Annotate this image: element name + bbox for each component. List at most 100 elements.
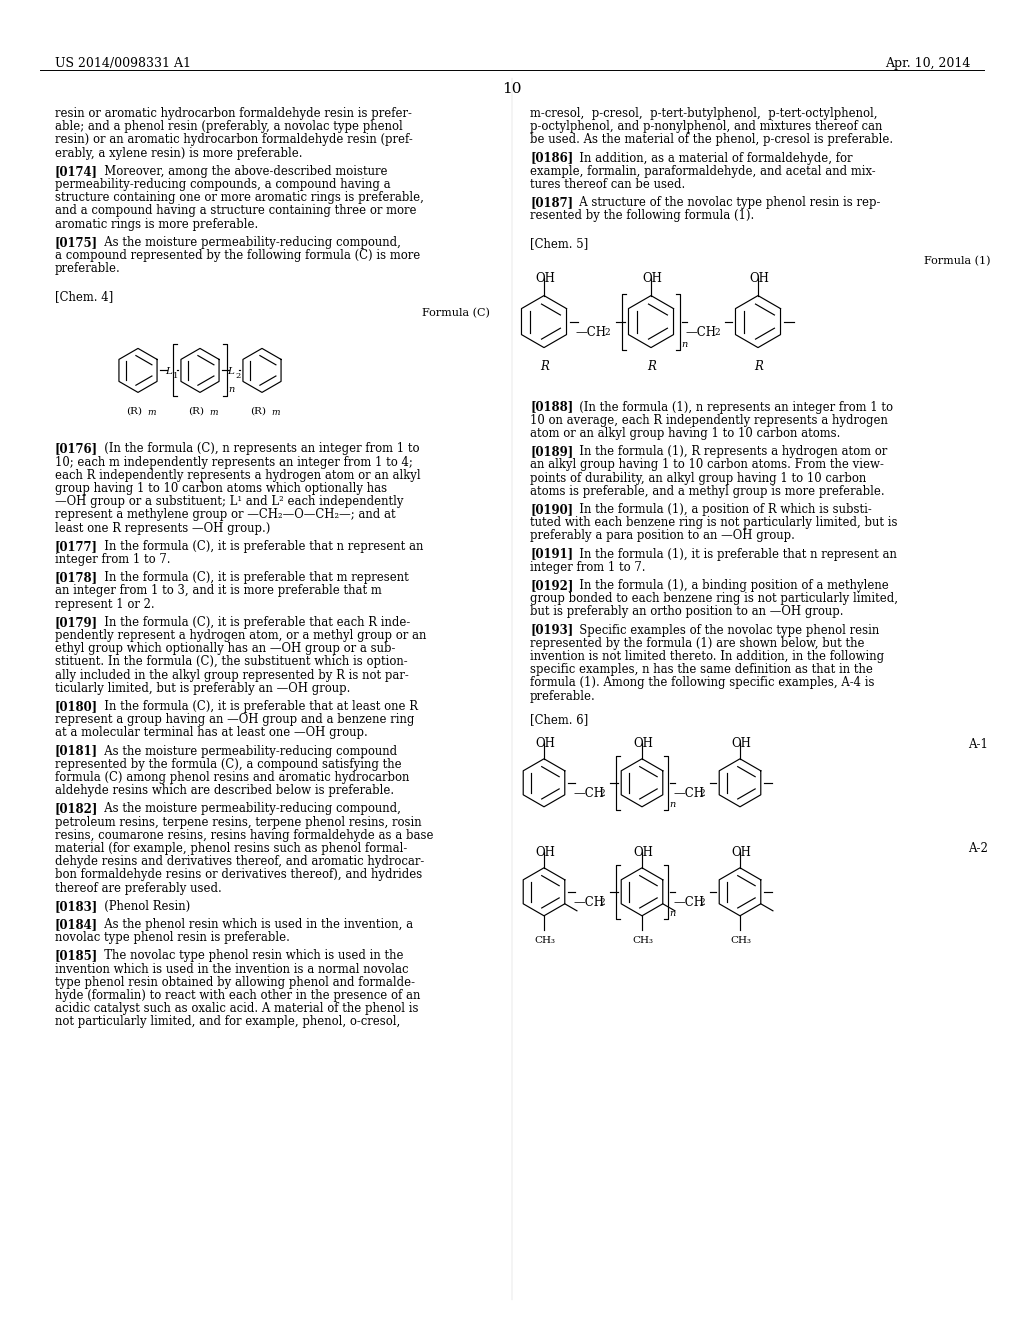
Text: In the formula (C), it is preferable that at least one R: In the formula (C), it is preferable tha… [93, 700, 418, 713]
Text: [0175]: [0175] [55, 236, 98, 248]
Text: —CH: —CH [685, 326, 716, 339]
Text: [0176]: [0176] [55, 442, 98, 455]
Text: erably, a xylene resin) is more preferable.: erably, a xylene resin) is more preferab… [55, 147, 302, 160]
Text: resin or aromatic hydrocarbon formaldehyde resin is prefer-: resin or aromatic hydrocarbon formaldehy… [55, 107, 412, 120]
Text: OH: OH [731, 737, 751, 750]
Text: an alkyl group having 1 to 10 carbon atoms. From the view-: an alkyl group having 1 to 10 carbon ato… [530, 458, 884, 471]
Text: Specific examples of the novolac type phenol resin: Specific examples of the novolac type ph… [568, 623, 880, 636]
Text: resin) or an aromatic hydrocarbon formaldehyde resin (pref-: resin) or an aromatic hydrocarbon formal… [55, 133, 413, 147]
Text: [0190]: [0190] [530, 503, 573, 516]
Text: [0182]: [0182] [55, 803, 98, 816]
Text: m-cresol,  p-cresol,  p-tert-butylphenol,  p-tert-octylphenol,: m-cresol, p-cresol, p-tert-butylphenol, … [530, 107, 878, 120]
Text: 2: 2 [599, 789, 604, 797]
Text: (Phenol Resin): (Phenol Resin) [93, 900, 190, 913]
Text: represented by the formula (C), a compound satisfying the: represented by the formula (C), a compou… [55, 758, 401, 771]
Text: represent 1 or 2.: represent 1 or 2. [55, 598, 155, 611]
Text: formula (1). Among the following specific examples, A-4 is: formula (1). Among the following specifi… [530, 676, 874, 689]
Text: —CH: —CH [573, 896, 604, 908]
Text: integer from 1 to 7.: integer from 1 to 7. [530, 561, 645, 574]
Text: represent a methylene group or —CH₂—O—CH₂—; and at: represent a methylene group or —CH₂—O—CH… [55, 508, 395, 521]
Text: represent a group having an —OH group and a benzene ring: represent a group having an —OH group an… [55, 713, 415, 726]
Text: L: L [165, 367, 172, 376]
Text: structure containing one or more aromatic rings is preferable,: structure containing one or more aromati… [55, 191, 424, 205]
Text: material (for example, phenol resins such as phenol formal-: material (for example, phenol resins suc… [55, 842, 408, 855]
Text: R: R [540, 359, 549, 372]
Text: ethyl group which optionally has an —OH group or a sub-: ethyl group which optionally has an —OH … [55, 643, 395, 655]
Text: (In the formula (1), n represents an integer from 1 to: (In the formula (1), n represents an int… [568, 400, 893, 413]
Text: (R): (R) [250, 407, 266, 416]
Text: tures thereof can be used.: tures thereof can be used. [530, 178, 685, 191]
Text: m: m [147, 408, 156, 417]
Text: m: m [271, 408, 280, 417]
Text: atom or an alkyl group having 1 to 10 carbon atoms.: atom or an alkyl group having 1 to 10 ca… [530, 426, 841, 440]
Text: tuted with each benzene ring is not particularly limited, but is: tuted with each benzene ring is not part… [530, 516, 897, 529]
Text: A-2: A-2 [968, 842, 988, 855]
Text: ally included in the alkyl group represented by R is not par-: ally included in the alkyl group represe… [55, 669, 409, 681]
Text: aldehyde resins which are described below is preferable.: aldehyde resins which are described belo… [55, 784, 394, 797]
Text: integer from 1 to 7.: integer from 1 to 7. [55, 553, 171, 566]
Text: [0183]: [0183] [55, 900, 98, 913]
Text: n: n [228, 385, 234, 395]
Text: OH: OH [633, 737, 653, 750]
Text: [0181]: [0181] [55, 744, 98, 758]
Text: n: n [669, 908, 675, 917]
Text: not particularly limited, and for example, phenol, o-cresol,: not particularly limited, and for exampl… [55, 1015, 400, 1028]
Text: In the formula (C), it is preferable that each R inde-: In the formula (C), it is preferable tha… [93, 616, 411, 628]
Text: but is preferably an ortho position to an —OH group.: but is preferably an ortho position to a… [530, 606, 844, 618]
Text: 2: 2 [699, 789, 705, 797]
Text: atoms is preferable, and a methyl group is more preferable.: atoms is preferable, and a methyl group … [530, 484, 885, 498]
Text: bon formaldehyde resins or derivatives thereof), and hydrides: bon formaldehyde resins or derivatives t… [55, 869, 422, 882]
Text: [0179]: [0179] [55, 616, 98, 628]
Text: [Chem. 4]: [Chem. 4] [55, 290, 114, 304]
Text: CH₃: CH₃ [534, 936, 555, 945]
Text: Apr. 10, 2014: Apr. 10, 2014 [885, 57, 970, 70]
Text: OH: OH [535, 737, 555, 750]
Text: example, formalin, paraformaldehyde, and acetal and mix-: example, formalin, paraformaldehyde, and… [530, 165, 876, 178]
Text: —CH: —CH [673, 787, 705, 800]
Text: least one R represents —OH group.): least one R represents —OH group.) [55, 521, 270, 535]
Text: R: R [754, 359, 763, 372]
Text: group having 1 to 10 carbon atoms which optionally has: group having 1 to 10 carbon atoms which … [55, 482, 387, 495]
Text: CH₃: CH₃ [632, 936, 653, 945]
Text: m: m [209, 408, 217, 417]
Text: able; and a phenol resin (preferably, a novolac type phenol: able; and a phenol resin (preferably, a … [55, 120, 402, 133]
Text: [Chem. 6]: [Chem. 6] [530, 713, 588, 726]
Text: n: n [681, 339, 687, 348]
Text: type phenol resin obtained by allowing phenol and formalde-: type phenol resin obtained by allowing p… [55, 975, 415, 989]
Text: 10; each m independently represents an integer from 1 to 4;: 10; each m independently represents an i… [55, 455, 413, 469]
Text: thereof are preferably used.: thereof are preferably used. [55, 882, 222, 895]
Text: —CH: —CH [573, 787, 604, 800]
Text: [0191]: [0191] [530, 548, 573, 561]
Text: permeability-reducing compounds, a compound having a: permeability-reducing compounds, a compo… [55, 178, 390, 191]
Text: novolac type phenol resin is preferable.: novolac type phenol resin is preferable. [55, 931, 290, 944]
Text: hyde (formalin) to react with each other in the presence of an: hyde (formalin) to react with each other… [55, 989, 421, 1002]
Text: [0184]: [0184] [55, 917, 98, 931]
Text: [0177]: [0177] [55, 540, 98, 553]
Text: [0193]: [0193] [530, 623, 573, 636]
Text: preferable.: preferable. [530, 689, 596, 702]
Text: (R): (R) [126, 407, 142, 416]
Text: [0192]: [0192] [530, 579, 573, 591]
Text: OH: OH [535, 846, 555, 859]
Text: be used. As the material of the phenol, p-cresol is preferable.: be used. As the material of the phenol, … [530, 133, 893, 147]
Text: R: R [647, 359, 656, 372]
Text: A structure of the novolac type phenol resin is rep-: A structure of the novolac type phenol r… [568, 197, 881, 209]
Text: 10: 10 [502, 82, 522, 96]
Text: aromatic rings is more preferable.: aromatic rings is more preferable. [55, 218, 258, 231]
Text: 10 on average, each R independently represents a hydrogen: 10 on average, each R independently repr… [530, 413, 888, 426]
Text: A-1: A-1 [968, 738, 988, 751]
Text: OH: OH [535, 272, 555, 285]
Text: 1: 1 [173, 372, 178, 380]
Text: resented by the following formula (1).: resented by the following formula (1). [530, 210, 755, 222]
Text: n: n [669, 800, 675, 809]
Text: In the formula (C), it is preferable that n represent an: In the formula (C), it is preferable tha… [93, 540, 423, 553]
Text: [0188]: [0188] [530, 400, 573, 413]
Text: [0178]: [0178] [55, 572, 98, 585]
Text: In the formula (1), a position of R which is substi-: In the formula (1), a position of R whic… [568, 503, 871, 516]
Text: —CH: —CH [673, 896, 705, 908]
Text: group bonded to each benzene ring is not particularly limited,: group bonded to each benzene ring is not… [530, 593, 898, 605]
Text: specific examples, n has the same definition as that in the: specific examples, n has the same defini… [530, 663, 872, 676]
Text: (R): (R) [188, 407, 204, 416]
Text: represented by the formula (1) are shown below, but the: represented by the formula (1) are shown… [530, 636, 864, 649]
Text: a compound represented by the following formula (C) is more: a compound represented by the following … [55, 249, 420, 261]
